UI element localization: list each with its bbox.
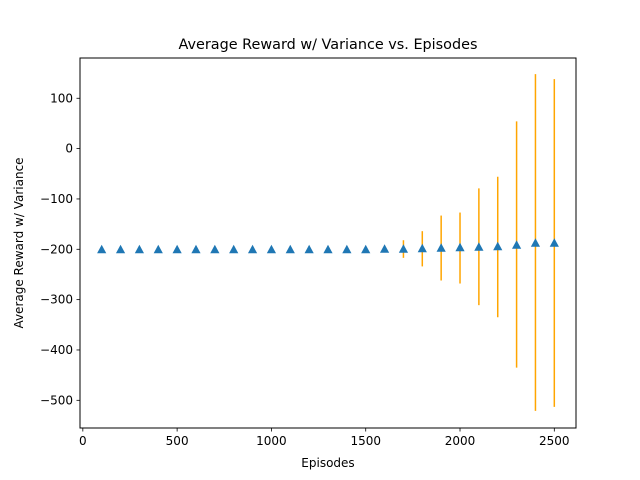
data-point [417, 243, 427, 253]
data-point [323, 244, 333, 254]
data-point [172, 244, 182, 254]
data-point [361, 244, 371, 254]
data-point [210, 244, 220, 254]
data-point [153, 244, 163, 254]
x-tick-label: 2500 [539, 434, 570, 448]
data-point [285, 244, 295, 254]
data-point [266, 244, 277, 254]
data-point [455, 242, 465, 252]
x-axis: 0 500 1000 1500 2000 2500 [79, 428, 570, 448]
data-point [134, 244, 145, 254]
y-tick-label: −400 [40, 343, 73, 357]
y-tick-label: 100 [50, 91, 73, 105]
data-point [549, 238, 559, 247]
y-tick-label: −500 [40, 393, 73, 407]
y-tick-label: 0 [65, 142, 73, 156]
x-tick-label: 1000 [256, 434, 287, 448]
y-tick-label: −100 [40, 192, 73, 206]
y-tick-label: −300 [40, 293, 73, 307]
data-point [379, 244, 390, 253]
data-point [191, 244, 201, 254]
data-point [474, 242, 484, 251]
x-tick-label: 2000 [445, 434, 476, 448]
x-tick-label: 1500 [350, 434, 381, 448]
data-point [304, 244, 314, 254]
axes-frame [79, 57, 577, 429]
y-tick-label: −200 [40, 242, 73, 256]
data-point [342, 244, 352, 254]
y-axis: 100 0 −100 −200 −300 −400 −500 [40, 91, 80, 407]
x-tick-label: 0 [79, 434, 87, 448]
y-axis-label: Average Reward w/ Variance [12, 157, 26, 328]
x-axis-label: Episodes [301, 456, 354, 470]
plot-area [97, 74, 559, 411]
x-tick-label: 500 [166, 434, 189, 448]
data-point [115, 244, 126, 254]
data-point [493, 241, 503, 251]
chart-title: Average Reward w/ Variance vs. Episodes [179, 37, 478, 53]
data-point [511, 240, 522, 249]
data-point [398, 244, 409, 253]
data-point [436, 243, 446, 252]
data-point [229, 244, 239, 254]
data-point [97, 244, 107, 254]
data-point [530, 238, 541, 247]
data-point [247, 244, 258, 254]
